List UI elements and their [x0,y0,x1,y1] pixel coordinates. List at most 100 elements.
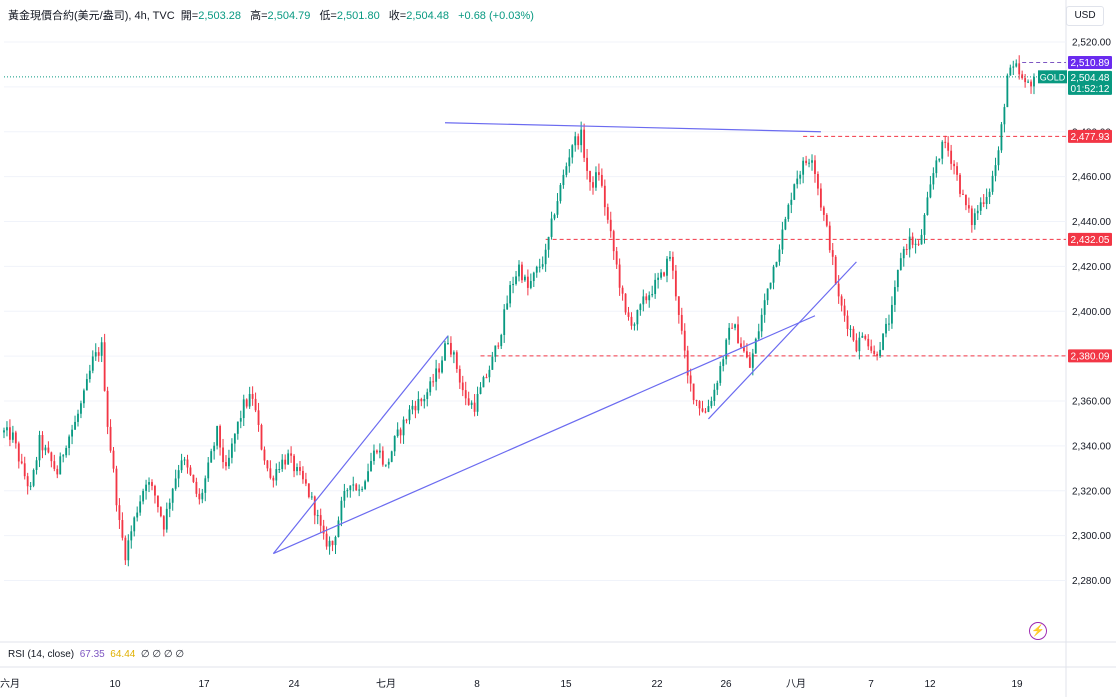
candle-body [228,457,230,467]
candle-body [405,419,408,421]
candle-body [1006,75,1009,108]
candle-body [822,207,825,215]
candle-body [195,481,198,494]
candle-body [447,342,449,344]
candle-body [606,207,609,220]
candle-body [1021,74,1024,79]
currency-button[interactable]: USD [1066,6,1104,26]
candle-body [17,443,20,462]
candle-body [248,394,251,407]
candle-body [695,400,698,402]
close-label: 收= [388,10,407,22]
candle-body [879,349,882,356]
candle-body [991,175,994,192]
candle-body [219,426,221,448]
candle-body [595,172,597,188]
trendlines [272,122,857,555]
candle-body [654,279,657,294]
price-tag [1068,70,1112,95]
candle-body [482,377,485,388]
candle-body [722,359,725,367]
candle-body [932,173,935,185]
candle-body [950,150,953,164]
candle-body [452,352,455,355]
candle-body [962,193,964,195]
candle-body [745,351,748,358]
candle-body [441,360,443,373]
candle-body [115,468,118,506]
candle-body [325,533,328,547]
candle-body [825,214,828,226]
candle-body [74,421,76,430]
candle-body [236,421,239,434]
candle-body [85,379,88,391]
candle-body [926,197,929,215]
candle-body [885,323,887,334]
x-tick-label: 12 [924,679,936,690]
candle-body [624,293,627,313]
candle-body [597,172,600,175]
price-tag-label: 2,380.09 [1071,351,1110,362]
countdown-label: 01:52:12 [1071,84,1110,95]
candle-body [817,173,819,189]
candle-body [41,435,44,451]
candle-body [239,418,242,422]
candle-body [840,296,843,306]
candle-body [106,390,109,427]
candle-body [973,213,976,226]
candle-body [319,515,322,526]
candle-body [754,338,757,354]
candle-body [666,258,668,276]
candle-body [538,266,541,268]
x-tick-label: 七月 [376,678,396,690]
candle-body [515,276,517,284]
y-tick-label: 2,420.00 [1072,262,1111,273]
candle-body [6,427,8,431]
candle-body [660,272,662,278]
candle-body [77,413,79,422]
candle-body [307,483,310,497]
candle-body [867,338,870,347]
candle-body [162,516,165,530]
candle-body [479,387,482,394]
candle-body [784,219,787,230]
candle-body [59,456,62,475]
candle-body [627,312,630,317]
candle-body [112,450,115,469]
candle-body [417,399,420,411]
price-tag-label: 2,477.93 [1071,132,1110,143]
horizontal-levels [4,61,1066,357]
low-label: 低= [319,10,337,22]
candle-body [580,129,583,146]
candle-body [44,447,47,451]
candle-body [290,453,293,456]
candle-body [855,340,858,352]
candle-body [630,316,633,326]
candle-body [242,399,245,419]
candle-body [251,394,254,399]
flash-icon[interactable]: ⚡ [1029,622,1047,640]
candle-body [713,389,716,401]
candle-body [316,515,319,517]
candle-body [340,500,343,521]
candle-body [725,339,728,360]
candle-body [210,451,213,463]
candle-body [686,350,689,376]
candle-body [381,450,384,465]
candle-body [192,474,195,482]
candle-body [207,462,210,479]
candle-body [873,350,876,354]
candle-body [757,331,760,339]
candle-body [476,393,479,412]
candle-body [837,283,840,297]
candle-body [1012,66,1015,68]
candle-body [423,398,426,402]
candle-body [304,479,307,484]
candle-body [118,505,121,521]
candle-body [858,337,861,352]
candle-body [186,459,189,468]
candle-body [556,201,559,215]
candle-body [956,166,958,175]
